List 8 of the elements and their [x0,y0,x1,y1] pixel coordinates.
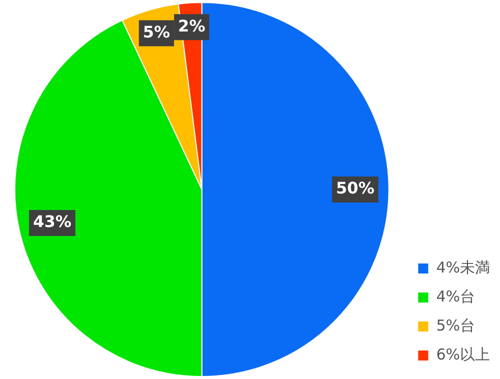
data-label: 50% [336,178,374,198]
legend-label: 4%台 [436,287,475,306]
legend-label: 5%台 [436,316,475,334]
data-label: 2% [178,16,206,36]
data-label: 43% [33,212,72,232]
legend-label: 4%未満 [436,258,490,276]
data-label: 5% [142,22,170,42]
legend-label: 6%以上 [436,345,490,364]
